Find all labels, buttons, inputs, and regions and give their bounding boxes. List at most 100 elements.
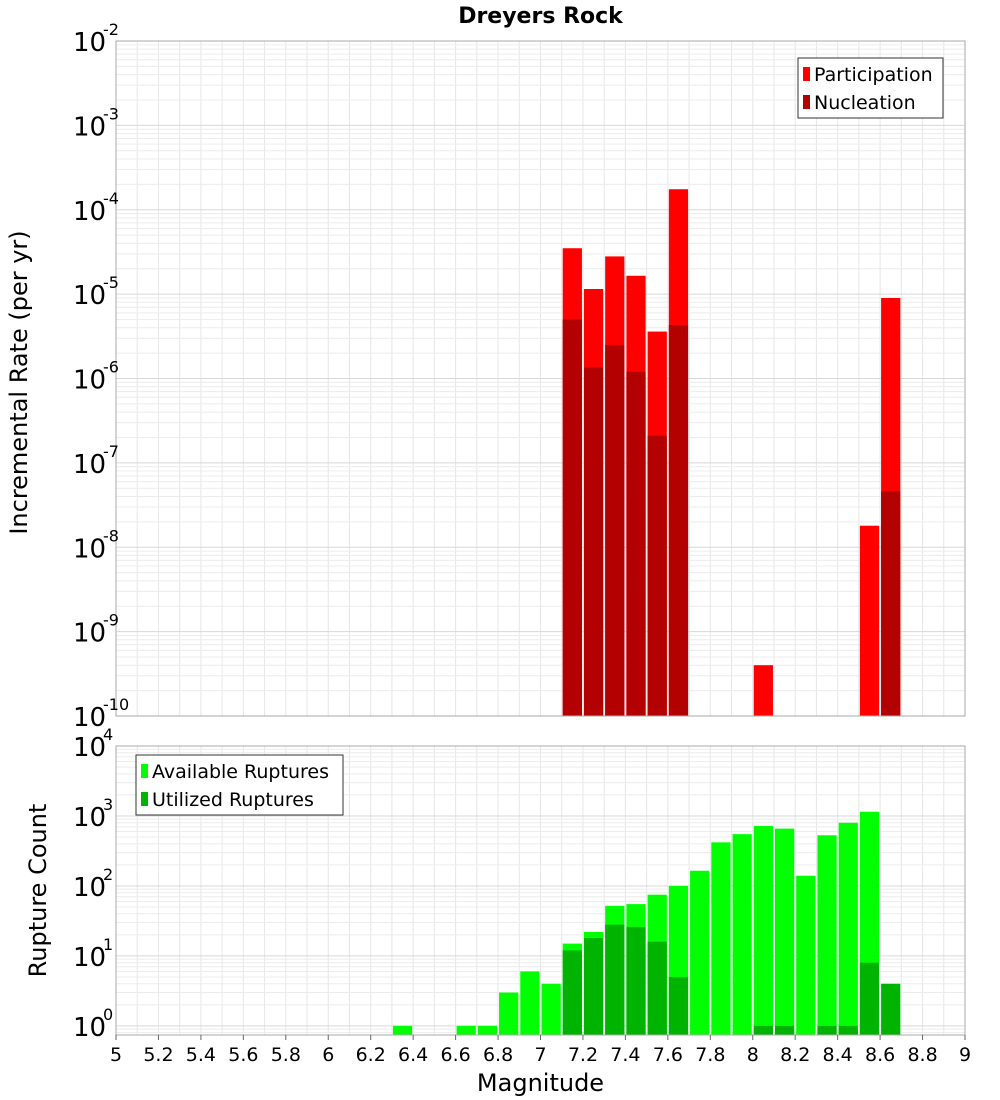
legend-swatch [141, 764, 148, 778]
y-tick-exponent: 3 [103, 795, 113, 814]
y-tick-base: 10 [73, 534, 106, 564]
participation-bar [753, 665, 773, 716]
available-ruptures-bar [774, 828, 795, 1035]
utilized-ruptures-bar [605, 924, 625, 1035]
legend-swatch [803, 67, 810, 81]
x-tick-label: 6.2 [356, 1044, 386, 1066]
nucleation-bar [881, 491, 901, 716]
y-tick-label: 10-7 [73, 442, 119, 480]
y-tick-exponent: -5 [103, 273, 119, 292]
y-tick-base: 10 [73, 803, 106, 833]
nucleation-bar [605, 344, 625, 716]
x-tick-label: 6.4 [398, 1044, 428, 1066]
legend-swatch [141, 792, 148, 806]
y-tick-exponent: 2 [103, 865, 113, 884]
x-tick-label: 8.6 [865, 1044, 895, 1066]
y-tick-label: 10-2 [73, 20, 119, 58]
x-tick-label: 5 [110, 1044, 122, 1066]
top-y-axis-label: Incremental Rate (per yr) [5, 230, 33, 534]
y-tick-label: 101 [73, 935, 113, 973]
y-tick-base: 10 [73, 943, 106, 973]
legend-box [797, 57, 944, 119]
utilized-bars [562, 924, 901, 1035]
y-tick-label: 10-9 [73, 611, 119, 649]
utilized-ruptures-bar [583, 938, 604, 1035]
y-tick-base: 10 [73, 281, 106, 311]
available-ruptures-bar [477, 1025, 498, 1035]
available-ruptures-bar [796, 875, 816, 1035]
y-tick-base: 10 [73, 197, 106, 227]
legend-label: Utilized Ruptures [152, 789, 314, 811]
nucleation-bar [583, 367, 604, 716]
y-tick-base: 10 [73, 366, 106, 396]
y-tick-label: 104 [73, 725, 113, 763]
x-tick-label: 8.8 [907, 1044, 937, 1066]
utilized-ruptures-bar [753, 1025, 773, 1035]
x-tick-label: 6.6 [440, 1044, 470, 1066]
y-tick-exponent: -10 [103, 695, 129, 714]
y-tick-label: 10-8 [73, 526, 119, 564]
y-tick-label: 10-6 [73, 358, 119, 396]
utilized-ruptures-bar [626, 926, 646, 1035]
available-ruptures-bar [817, 835, 837, 1035]
available-ruptures-bar [732, 834, 752, 1035]
y-tick-base: 10 [73, 450, 106, 480]
x-tick-label: 6.8 [483, 1044, 513, 1066]
utilized-ruptures-bar [668, 976, 689, 1035]
available-ruptures-bar [456, 1025, 476, 1035]
y-tick-base: 10 [73, 703, 106, 733]
y-tick-exponent: 0 [103, 1005, 113, 1024]
legend-swatch [803, 95, 810, 109]
legend-box [135, 754, 344, 816]
available-ruptures-bar [753, 825, 773, 1035]
x-tick-label: 8.4 [823, 1044, 853, 1066]
x-ticks: 5 5.2 5.4 5.6 5.8 6 6.2 6.4 6.6 6.8 7 7.2 7.4 7.6 7.8 8… [110, 1035, 971, 1066]
top-plot-border [115, 40, 966, 717]
utilized-ruptures-bar [881, 983, 901, 1035]
y-tick-label: 10-3 [73, 104, 119, 142]
y-tick-exponent: -8 [103, 526, 119, 545]
x-tick-label: 9 [959, 1044, 971, 1066]
utilized-ruptures-bar [647, 941, 667, 1035]
available-ruptures-bar [711, 842, 731, 1035]
available-ruptures-bar [520, 971, 540, 1035]
available-ruptures-bar [541, 983, 561, 1035]
y-tick-exponent: -7 [103, 442, 119, 461]
available-ruptures-bar [690, 870, 710, 1035]
nucleation-bar [562, 319, 582, 716]
x-tick-label: 7 [534, 1044, 546, 1066]
y-tick-exponent: -2 [103, 20, 119, 39]
utilized-ruptures-bar [817, 1025, 837, 1035]
utilized-ruptures-bar [562, 950, 582, 1035]
y-tick-exponent: 1 [103, 935, 113, 954]
x-tick-label: 7.2 [568, 1044, 598, 1066]
x-tick-label: 5.4 [186, 1044, 216, 1066]
bottom-y-axis-label: Rupture Count [24, 804, 52, 978]
top-y-ticks: 10-210-310-410-510-610-710-810-910-10 [73, 20, 129, 733]
x-tick-label: 5.2 [143, 1044, 173, 1066]
y-tick-label: 103 [73, 795, 113, 833]
available-ruptures-bar [499, 992, 519, 1035]
utilized-ruptures-bar [859, 962, 880, 1035]
x-tick-label: 7.8 [695, 1044, 725, 1066]
y-tick-label: 10-10 [73, 695, 129, 733]
nucleation-bar [647, 435, 667, 716]
bottom-legend: Available Ruptures Utilized Ruptures [135, 754, 344, 816]
y-tick-exponent: -9 [103, 611, 119, 630]
utilized-ruptures-bar [774, 1025, 795, 1035]
y-tick-exponent: -4 [103, 189, 119, 208]
y-tick-exponent: 4 [103, 725, 113, 744]
x-tick-label: 5.6 [228, 1044, 258, 1066]
nucleation-bar [626, 371, 646, 716]
y-tick-label: 100 [73, 1005, 113, 1043]
x-tick-label: 8.2 [780, 1044, 810, 1066]
x-tick-label: 7.6 [653, 1044, 683, 1066]
legend-label: Nucleation [814, 92, 916, 114]
participation-bar [859, 525, 880, 716]
y-tick-base: 10 [73, 733, 106, 763]
y-tick-base: 10 [73, 1013, 106, 1043]
chart-title: Dreyers Rock [458, 4, 624, 29]
y-tick-exponent: -3 [103, 104, 119, 123]
